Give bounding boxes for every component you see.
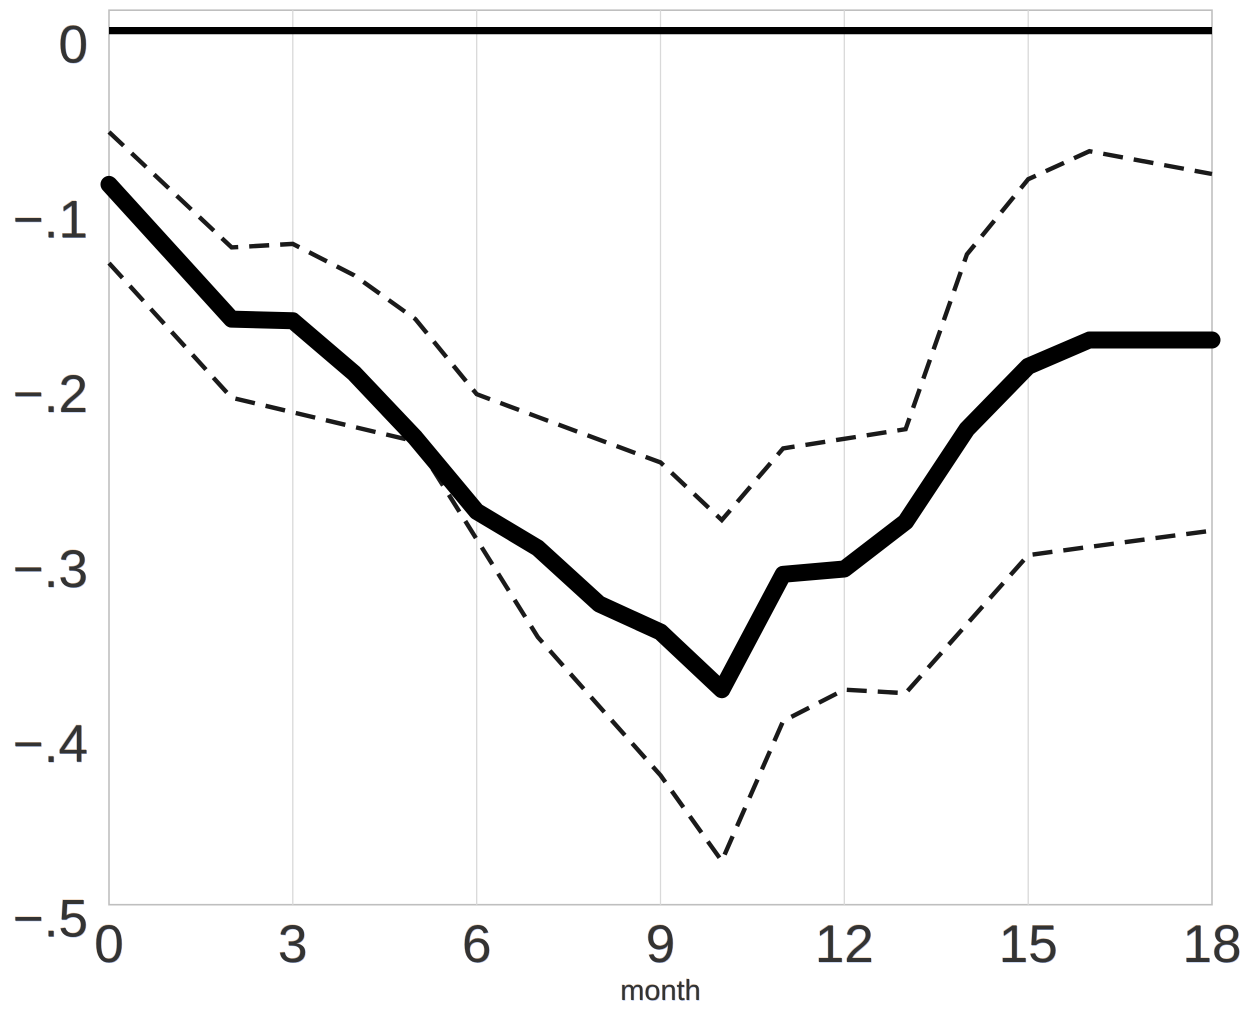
svg-text:−.4: −.4 (13, 715, 88, 774)
svg-text:0: 0 (59, 16, 88, 75)
svg-text:18: 18 (1183, 915, 1240, 974)
svg-text:15: 15 (999, 915, 1058, 974)
svg-text:month: month (620, 975, 701, 1007)
svg-text:9: 9 (646, 915, 675, 974)
svg-text:12: 12 (815, 915, 874, 974)
svg-text:−.3: −.3 (13, 540, 88, 599)
svg-text:0: 0 (94, 915, 123, 974)
svg-text:−.2: −.2 (13, 365, 88, 424)
svg-text:−.5: −.5 (13, 890, 88, 949)
svg-text:3: 3 (278, 915, 307, 974)
svg-text:−.1: −.1 (13, 190, 88, 249)
svg-text:6: 6 (462, 915, 491, 974)
